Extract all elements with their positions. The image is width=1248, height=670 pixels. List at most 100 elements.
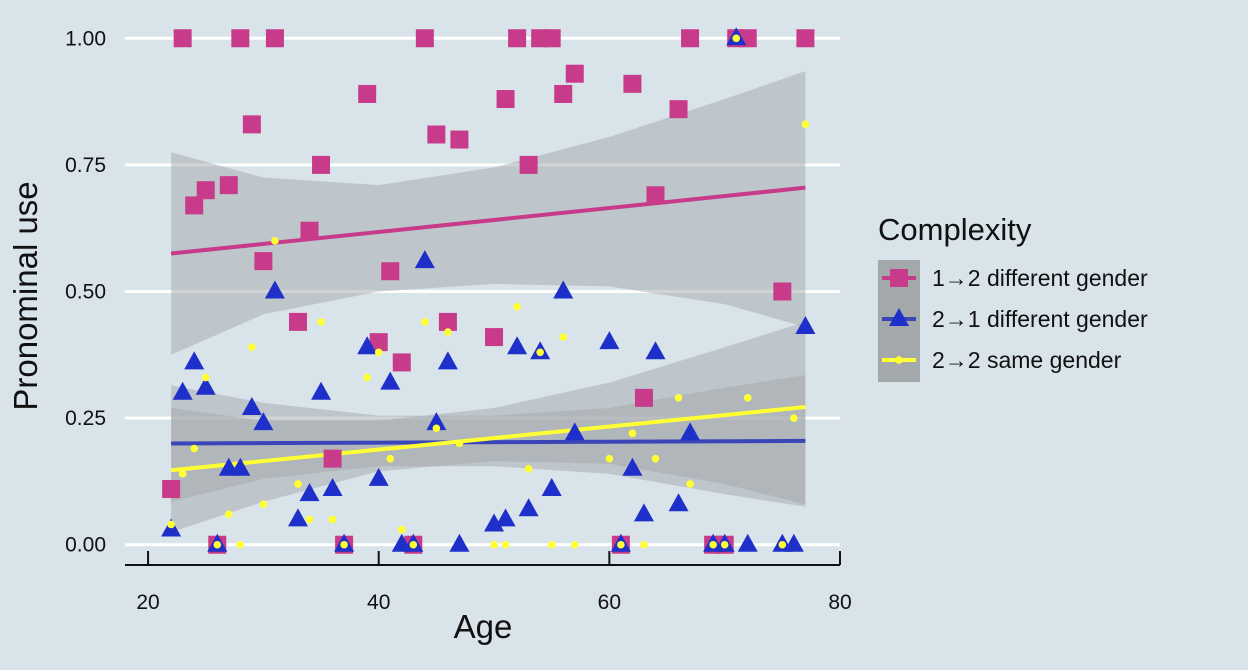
series-3-point-6 [236,540,245,549]
legend-label-2to1: 2→1 different gender [932,306,1148,332]
series-3-point-27 [524,464,533,473]
series-3-point-37 [674,394,683,402]
y-tick-label-2: 0.50 [65,281,106,304]
series-1-point-3 [196,181,215,200]
series-2-point-25 [495,508,516,527]
series-1-point-42 [773,282,792,301]
series-3-point-29 [547,540,556,549]
series-3-point-35 [640,540,648,549]
series-3-point-4 [213,540,222,549]
series-3-point-15 [363,373,371,382]
series-2-point-29 [541,478,562,497]
series-3-point-32 [605,454,614,463]
series-2-point-27 [518,498,539,517]
series-3-point-21 [432,424,441,433]
series-3-point-33 [617,540,625,549]
series-3-point-2 [190,444,198,453]
series-3-point-11 [305,515,314,524]
series-3-point-31 [570,540,579,549]
series-1-point-27 [519,155,538,174]
series-3-point-23 [455,439,464,448]
series-1-point-8 [254,252,273,271]
series-2-point-24 [484,513,505,532]
x-tick-label-3: 80 [828,591,851,614]
series-1-point-23 [450,130,469,149]
y-tick-label-0: 0.00 [65,534,106,557]
confidence-band-1 [171,71,806,355]
series-1-point-30 [554,84,573,103]
series-3-point-45 [801,120,810,129]
series-3-point-44 [790,414,798,422]
y-axis-title: Pronominal use [7,181,44,410]
legend-keys [882,269,916,364]
series-1-point-36 [669,100,688,119]
series-1-point-1 [173,29,192,48]
series-2-point-32 [599,331,620,350]
legend-key-triangle [889,308,909,326]
series-1-point-12 [312,155,331,174]
series-2-point-37 [668,493,689,512]
series-2-point-10 [287,508,308,527]
series-2-point-1 [172,381,193,400]
series-1-point-15 [358,84,377,103]
series-1-point-37 [681,29,700,48]
trend-line-3 [170,404,806,473]
series-3-point-13 [328,515,337,524]
series-3-point-30 [559,333,568,341]
legend-label-1to2: 1→2 different gender [932,265,1148,291]
series-2-point-17 [380,371,401,390]
series-3-point-34 [628,429,637,438]
series-3-point-26 [513,302,521,311]
series-1-point-7 [242,115,261,134]
series-2-point-21 [426,412,447,431]
series-3-point-18 [397,525,406,534]
series-1-point-31 [565,64,584,83]
series-1-point-0 [162,480,181,499]
series-3-point-10 [294,480,302,488]
series-3-point-0 [167,520,175,529]
data-points [161,27,816,554]
series-1-point-16 [369,333,388,352]
series-3-point-1 [178,470,187,478]
series-2-point-13 [322,478,343,497]
series-1-point-5 [219,176,238,195]
series-3-point-7 [248,343,256,352]
series-2-point-20 [414,250,435,269]
x-axis-title: Age [454,608,513,645]
series-1-point-13 [323,449,342,468]
series-3-point-24 [490,540,498,549]
confidence-bands [171,71,806,533]
series-3-point-12 [317,318,325,326]
series-3-point-9 [271,237,279,245]
series-1-point-33 [623,74,642,93]
series-2-point-23 [449,533,470,552]
series-1-point-34 [634,388,653,407]
series-1-point-24 [485,328,504,347]
series-3-point-36 [651,454,660,463]
series-3-point-20 [421,318,429,326]
series-1-point-9 [265,29,284,48]
series-2-point-11 [299,483,320,502]
series-1-point-22 [438,312,457,331]
series-2-point-16 [368,467,389,486]
y-tick-label-4: 1.00 [65,27,106,50]
series-1-point-26 [508,29,527,48]
series-2-point-12 [311,381,332,400]
series-2-point-3 [195,376,216,395]
legend-key-square [890,269,908,287]
x-tick-label-1: 40 [367,591,390,614]
series-1-point-18 [392,353,411,372]
trend-line-2 [171,438,806,446]
series-1-point-11 [300,221,319,240]
series-2-point-38 [680,422,701,441]
series-2-point-6 [230,457,251,476]
series-1-point-6 [231,29,250,48]
series-1-point-2 [185,196,204,215]
series-3-point-16 [374,348,383,357]
series-2-point-35 [633,503,654,522]
series-3-point-25 [501,540,510,549]
legend: Complexity 1→2 different gender 2→1 diff… [878,212,1148,382]
series-3-point-5 [224,510,233,519]
series-1-point-43 [796,29,815,48]
